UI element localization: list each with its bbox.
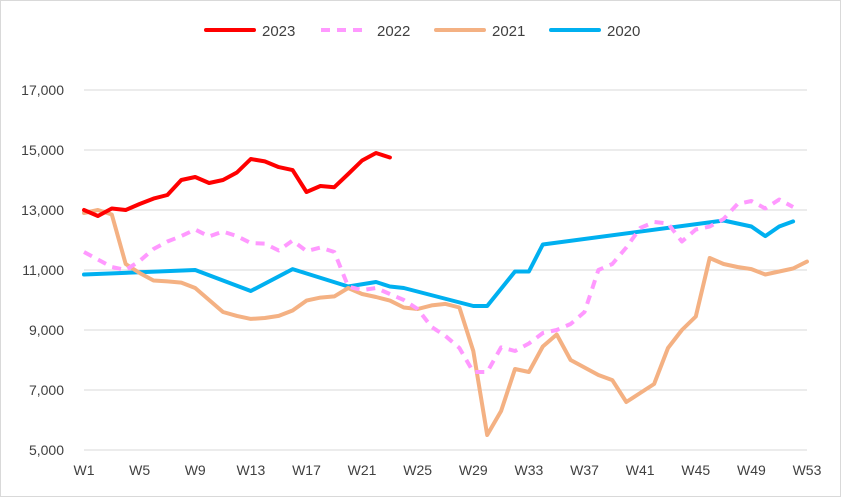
y-tick-label: 7,000 [29, 382, 64, 398]
y-tick-label: 11,000 [22, 262, 64, 278]
x-tick-label: W5 [129, 462, 150, 478]
legend-label-2022: 2022 [377, 23, 410, 40]
x-tick-label: W41 [626, 462, 655, 478]
x-axis-ticks: W1 W5 W9 W13 W17 W21 W25 W29 W33 W37 W41 W45 W49 W53 [74, 462, 822, 478]
x-tick-label: W49 [737, 462, 766, 478]
x-tick-label: W13 [236, 462, 265, 478]
y-tick-label: 13,000 [21, 202, 64, 218]
x-tick-label: W33 [515, 462, 544, 478]
y-axis-ticks: 5,000 7,000 9,000 11,000 13,000 15,000 17,000 [21, 82, 64, 458]
y-tick-label: 17,000 [21, 82, 64, 98]
x-tick-label: W17 [292, 462, 321, 478]
x-tick-label: W25 [403, 462, 432, 478]
legend-label-2020: 2020 [607, 23, 640, 40]
legend: 2023 2022 2021 2020 [206, 23, 640, 40]
x-tick-label: W53 [793, 462, 822, 478]
legend-label-2021: 2021 [492, 23, 525, 40]
series-line-2023 [84, 153, 390, 216]
x-tick-label: W29 [459, 462, 488, 478]
legend-label-2023: 2023 [262, 23, 295, 40]
x-tick-label: W1 [74, 462, 95, 478]
series-line-2021 [84, 210, 807, 435]
x-tick-label: W37 [570, 462, 599, 478]
y-tick-label: 15,000 [21, 142, 64, 158]
x-tick-label: W9 [185, 462, 206, 478]
series-lines [84, 153, 807, 435]
y-tick-label: 9,000 [29, 322, 64, 338]
x-tick-label: W21 [348, 462, 377, 478]
y-tick-label: 5,000 [29, 442, 64, 458]
x-tick-label: W45 [681, 462, 710, 478]
